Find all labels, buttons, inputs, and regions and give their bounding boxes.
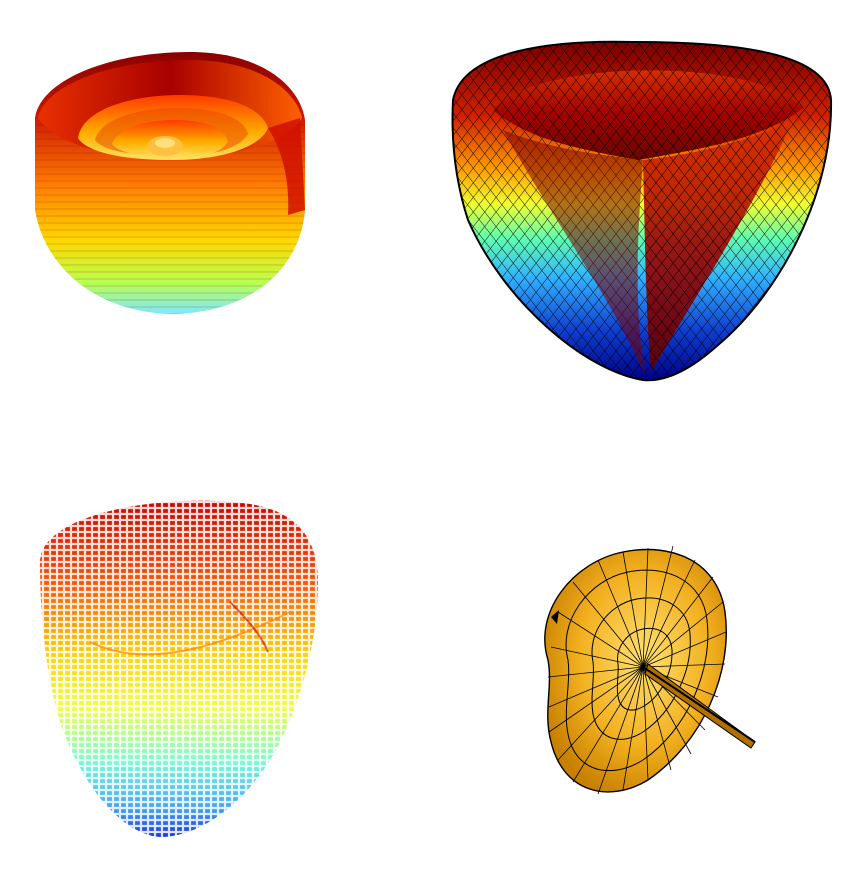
twisted-band-wireframe <box>30 492 330 852</box>
spiral-shell-surface <box>35 52 305 314</box>
spiral-shell-surface-plot <box>0 0 433 442</box>
twisted-band-wireframe-plot <box>0 442 433 884</box>
flared-horn-mesh-plot <box>433 442 866 884</box>
three-lobed-mesh-surface-plot <box>433 0 866 442</box>
flared-horn-mesh <box>544 545 756 795</box>
three-lobed-mesh-surface <box>451 40 833 382</box>
